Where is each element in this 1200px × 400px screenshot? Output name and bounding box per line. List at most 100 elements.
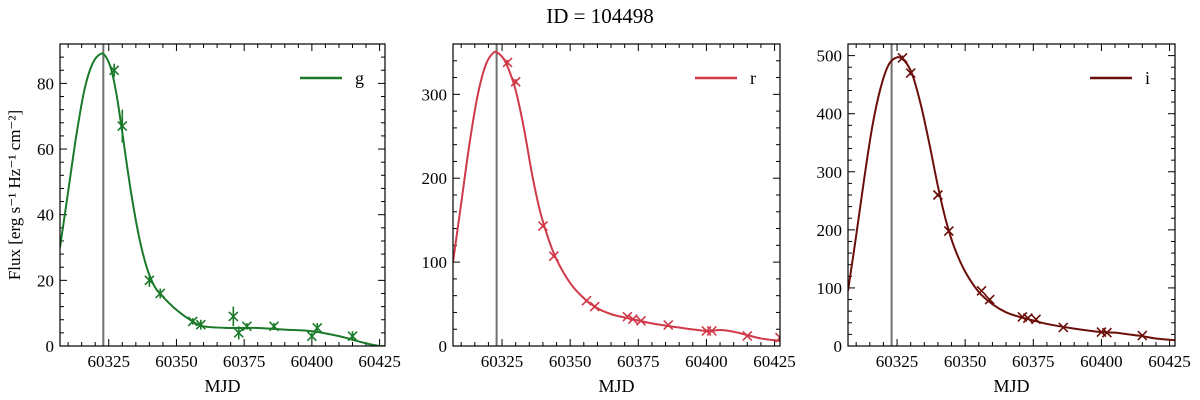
x-marker-stroke: [109, 65, 120, 76]
x-marker-stroke: [117, 120, 128, 132]
legend-label-g: g: [355, 68, 364, 88]
observation-point: [581, 295, 592, 306]
x-tick-label: 60400: [685, 352, 728, 371]
observation-point: [268, 321, 280, 332]
x-tick-label: 60325: [88, 352, 131, 371]
x-marker-stroke: [537, 220, 548, 232]
x-marker-stroke: [187, 316, 198, 327]
observation-point: [1137, 330, 1148, 341]
observation-point: [622, 311, 633, 322]
ticks: [848, 43, 1175, 347]
x-marker-stroke: [581, 295, 592, 306]
model-curve: [848, 56, 1175, 342]
model-curve: [60, 52, 385, 346]
y-tick-label: 200: [817, 221, 843, 240]
x-axis-label-g: MJD: [204, 376, 240, 396]
legend-i: i: [1090, 68, 1150, 88]
x-marker-stroke: [1137, 330, 1148, 341]
x-marker-stroke: [502, 57, 513, 68]
observation-point: [312, 322, 323, 334]
axes-frame: [452, 43, 781, 347]
x-tick-label: 60350: [549, 352, 592, 371]
x-marker-stroke: [589, 301, 600, 312]
x-marker-stroke: [233, 327, 244, 338]
observation-point: [109, 63, 120, 77]
observation-point: [502, 57, 513, 68]
x-tick-label: 60400: [1080, 352, 1123, 371]
x-tick-label: 60425: [358, 352, 401, 371]
plot-area-i: 60325 60350 60375 60400 60425 0 100 200 300 400 50…: [817, 43, 1191, 371]
legend-label-i: i: [1145, 68, 1150, 88]
axes-frame: [59, 43, 386, 347]
observation-point: [195, 319, 206, 330]
observation-point: [144, 273, 155, 287]
series-clip-group: [848, 52, 1175, 342]
x-tick-label: 60425: [753, 352, 796, 371]
observation-point: [774, 332, 780, 343]
x-tick-label: 60350: [944, 352, 987, 371]
x-marker-stroke: [932, 189, 943, 201]
observation-point: [627, 314, 638, 325]
x-marker-stroke: [706, 325, 717, 336]
observation-point: [155, 288, 166, 299]
x-marker-stroke: [1022, 313, 1033, 324]
x-marker-stroke: [312, 322, 323, 334]
x-marker-stroke: [1030, 314, 1042, 325]
panel-i: 60325 60350 60375 60400 60425 0 100 200 300 400 50…: [817, 43, 1191, 396]
observation-point: [984, 294, 995, 305]
observation-point: [510, 76, 521, 87]
y-tick-label: 100: [422, 253, 448, 272]
x-marker-stroke: [627, 314, 638, 325]
model-curve: [453, 50, 780, 342]
x-marker-stroke: [897, 52, 908, 64]
x-marker-stroke: [1101, 327, 1112, 338]
series-clip-group: [60, 52, 385, 346]
y-tick-label: 60: [37, 140, 54, 159]
y-tick-label: 40: [37, 206, 54, 225]
observation-point: [233, 326, 244, 340]
observation-point: [663, 319, 674, 331]
y-tick-label: 500: [817, 47, 843, 66]
observation-point: [1101, 327, 1112, 338]
x-tick-label: 60375: [1012, 352, 1055, 371]
x-tick-label: 60375: [223, 352, 266, 371]
x-marker-stroke: [635, 315, 647, 326]
x-marker-stroke: [742, 330, 753, 341]
ticks: [60, 43, 385, 347]
x-tick-label: 60375: [617, 352, 660, 371]
x-tick-label: 60325: [876, 352, 919, 371]
x-marker-stroke: [622, 311, 633, 322]
x-marker-stroke: [510, 76, 521, 87]
ticks: [453, 43, 780, 347]
y-tick-label: 100: [817, 279, 843, 298]
observation-point: [1022, 313, 1033, 324]
panel-g: 60325 60350 60375 60400 60425 0 20 40 60 80 MJD F…: [5, 43, 401, 396]
observation-point: [742, 330, 753, 341]
y-tick-label: 400: [817, 105, 843, 124]
legend-r: r: [695, 68, 756, 88]
y-tick-label: 200: [422, 169, 448, 188]
observation-point: [589, 301, 600, 312]
x-axis-label-i: MJD: [993, 376, 1029, 396]
figure-title: ID = 104498: [546, 4, 654, 28]
x-marker-stroke: [155, 288, 166, 299]
x-marker-stroke: [144, 275, 155, 286]
x-marker-stroke: [268, 321, 280, 332]
observation-point: [117, 109, 128, 143]
series-clip-group: [453, 50, 780, 343]
x-axis-label-r: MJD: [598, 376, 634, 396]
observation-point: [635, 315, 647, 326]
legend-label-r: r: [750, 68, 756, 88]
observation-point: [932, 189, 943, 201]
observation-point: [537, 220, 548, 232]
y-tick-label: 0: [46, 337, 55, 356]
observation-point: [897, 52, 908, 64]
observation-point: [905, 67, 916, 79]
x-marker-stroke: [195, 319, 206, 330]
x-marker-stroke: [241, 321, 252, 332]
x-marker-stroke: [347, 331, 358, 342]
plot-area-r: 60325 60350 60375 60400 60425 0 100 200 300: [422, 43, 796, 371]
x-tick-label: 60350: [155, 352, 198, 371]
